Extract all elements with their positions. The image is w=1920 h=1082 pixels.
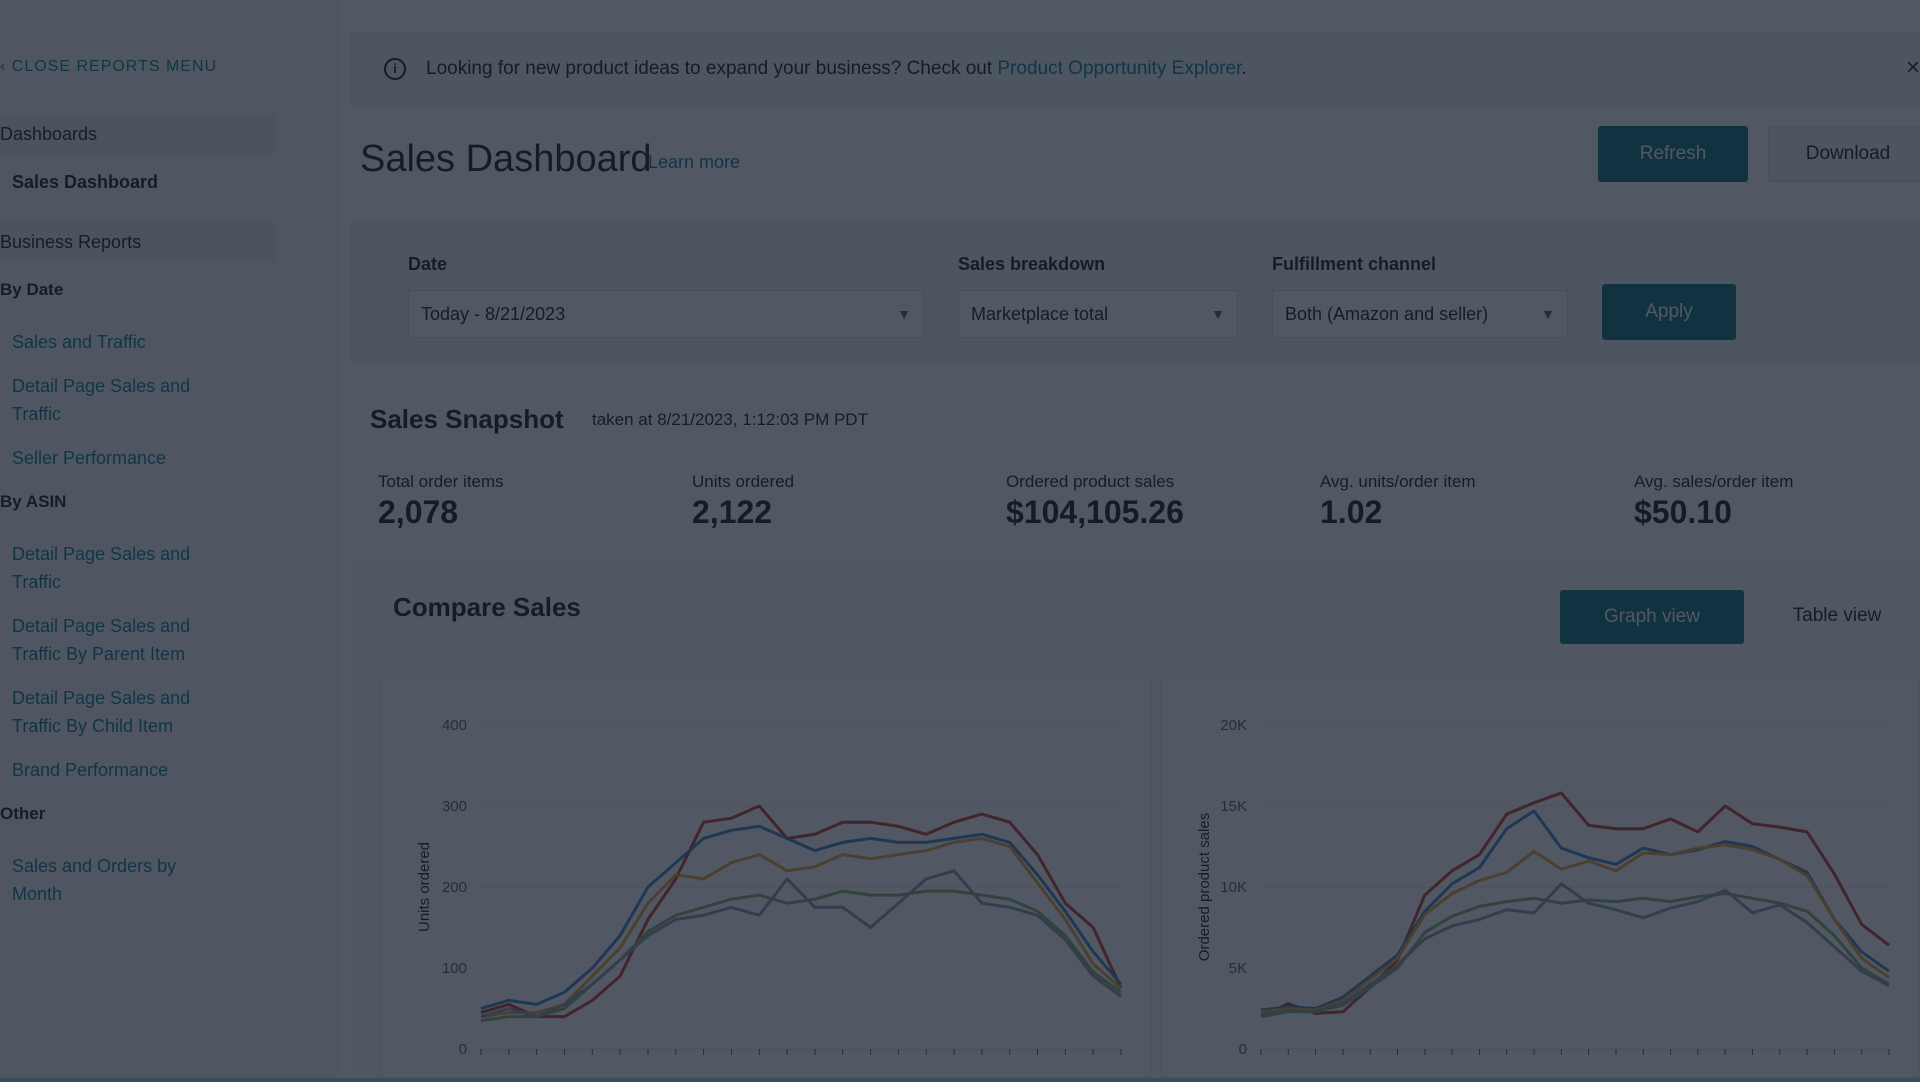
date-value: Today - 8/21/2023: [421, 304, 566, 324]
graph-view-button[interactable]: Graph view: [1560, 590, 1744, 644]
units-ordered-chart-card: 0 100 200 300 400 Units ordered: [380, 678, 1152, 1078]
dashboards-header: Dashboards: [0, 114, 275, 154]
product-opportunity-explorer-link[interactable]: Product Opportunity Explorer: [997, 58, 1242, 79]
sidebar-item-brand-performance[interactable]: Brand Performance: [12, 760, 169, 780]
page-title: Sales Dashboard: [360, 138, 652, 180]
series-line-4: [480, 869, 1122, 1019]
y-tick-label: 15K: [1220, 798, 1247, 815]
close-icon[interactable]: ×: [1905, 54, 1920, 81]
y-tick-label: 400: [442, 717, 467, 734]
sidebar-item-detail-page-parent[interactable]: Detail Page Sales and Traffic By Parent …: [12, 616, 191, 664]
banner-text: Looking for new product ideas to expand …: [426, 58, 998, 79]
by-asin-label: By ASIN: [0, 492, 67, 511]
date-select[interactable]: Today - 8/21/2023 ▼: [408, 290, 924, 338]
sidebar-item-sales-dashboard[interactable]: Sales Dashboard: [12, 172, 159, 192]
y-tick-label: 10K: [1220, 879, 1247, 896]
sales-breakdown-select[interactable]: Marketplace total ▼: [958, 290, 1238, 338]
banner-period: .: [1241, 58, 1247, 79]
series-line-1: [1260, 809, 1890, 1012]
fulfillment-channel-select[interactable]: Both (Amazon and seller) ▼: [1272, 290, 1568, 338]
learn-more-link[interactable]: Learn more: [648, 152, 741, 172]
sidebar-item-detail-page-child[interactable]: Detail Page Sales and Traffic By Child I…: [12, 688, 191, 736]
kpi-label-avg-units: Avg. units/order item: [1320, 472, 1476, 491]
y-tick-label: 0: [459, 1041, 467, 1058]
ordered-sales-chart-card: 0 5K 10K 15K 20K Ordered product sales: [1160, 678, 1920, 1078]
kpi-label-avg-sales: Avg. sales/order item: [1634, 472, 1794, 491]
y-tick-label: 200: [442, 879, 467, 896]
y-tick-label: 100: [442, 960, 467, 977]
series-line-1: [480, 824, 1123, 1010]
sidebar-item-sales-and-traffic[interactable]: Sales and Traffic: [12, 332, 146, 352]
info-banner: i Looking for new product ideas to expan…: [350, 32, 1920, 108]
series-line-0: [1260, 791, 1890, 1018]
y-tick-label: 0: [1239, 1041, 1247, 1058]
kpi-value-ordered-product-sales: $104,105.26: [1006, 494, 1184, 530]
close-reports-menu-link[interactable]: ‹ CLOSE REPORTS MENU: [0, 58, 218, 75]
kpi-value-units-ordered: 2,122: [692, 494, 773, 530]
sidebar-item-sales-orders-month[interactable]: Sales and Orders by Month: [12, 856, 177, 904]
y-tick-label: 5K: [1229, 960, 1247, 977]
other-label: Other: [0, 804, 46, 823]
y-axis-label: Units ordered: [416, 842, 433, 932]
series-line-3: [1260, 892, 1890, 1019]
apply-button[interactable]: Apply: [1602, 284, 1736, 340]
chevron-down-icon: ▼: [1211, 306, 1225, 322]
compare-sales-title: Compare Sales: [393, 592, 581, 622]
series-line-2: [480, 836, 1122, 1019]
download-button[interactable]: Download: [1768, 126, 1920, 182]
kpi-label-ordered-product-sales: Ordered product sales: [1006, 472, 1175, 491]
y-tick-label: 300: [442, 798, 467, 815]
kpi-value-total-order-items: 2,078: [378, 494, 459, 530]
by-date-label: By Date: [0, 280, 64, 299]
business-reports-header: Business Reports: [0, 222, 275, 262]
snapshot-timestamp: taken at 8/21/2023, 1:12:03 PM PDT: [592, 410, 868, 429]
kpi-label-total-order-items: Total order items: [378, 472, 504, 491]
sales-snapshot-title: Sales Snapshot: [370, 404, 564, 434]
chevron-down-icon: ▼: [897, 306, 911, 322]
fulfillment-channel-value: Both (Amazon and seller): [1285, 304, 1489, 324]
units-ordered-chart: 0 100 200 300 400 Units ordered: [416, 717, 1123, 1058]
kpi-value-avg-sales: $50.10: [1634, 494, 1732, 530]
kpi-value-avg-units: 1.02: [1320, 494, 1383, 530]
filters-panel: Date Today - 8/21/2023 ▼ Sales breakdown…: [350, 222, 1920, 364]
reports-sidebar: ‹ CLOSE REPORTS MENU Dashboards Sales Da…: [0, 0, 340, 1078]
series-line-4: [1260, 882, 1890, 1017]
fulfillment-channel-label: Fulfillment channel: [1272, 254, 1437, 274]
y-tick-label: 20K: [1220, 717, 1247, 734]
sidebar-item-seller-performance[interactable]: Seller Performance: [12, 448, 167, 468]
sales-breakdown-label: Sales breakdown: [958, 254, 1106, 274]
date-label: Date: [408, 254, 448, 274]
ordered-sales-chart: 0 5K 10K 15K 20K Ordered product sales: [1196, 717, 1890, 1058]
sales-breakdown-value: Marketplace total: [971, 304, 1109, 324]
chevron-down-icon: ▼: [1541, 306, 1555, 322]
sidebar-item-detail-page-asin[interactable]: Detail Page Sales and Traffic: [12, 544, 191, 592]
y-axis-label: Ordered product sales: [1196, 813, 1213, 961]
info-icon: i: [384, 58, 406, 80]
refresh-button[interactable]: Refresh: [1598, 126, 1748, 182]
table-view-button[interactable]: Table view: [1792, 605, 1882, 626]
kpi-label-units-ordered: Units ordered: [692, 472, 795, 491]
sidebar-item-detail-page-sales-and-traffic[interactable]: Detail Page Sales and Traffic: [12, 376, 191, 424]
